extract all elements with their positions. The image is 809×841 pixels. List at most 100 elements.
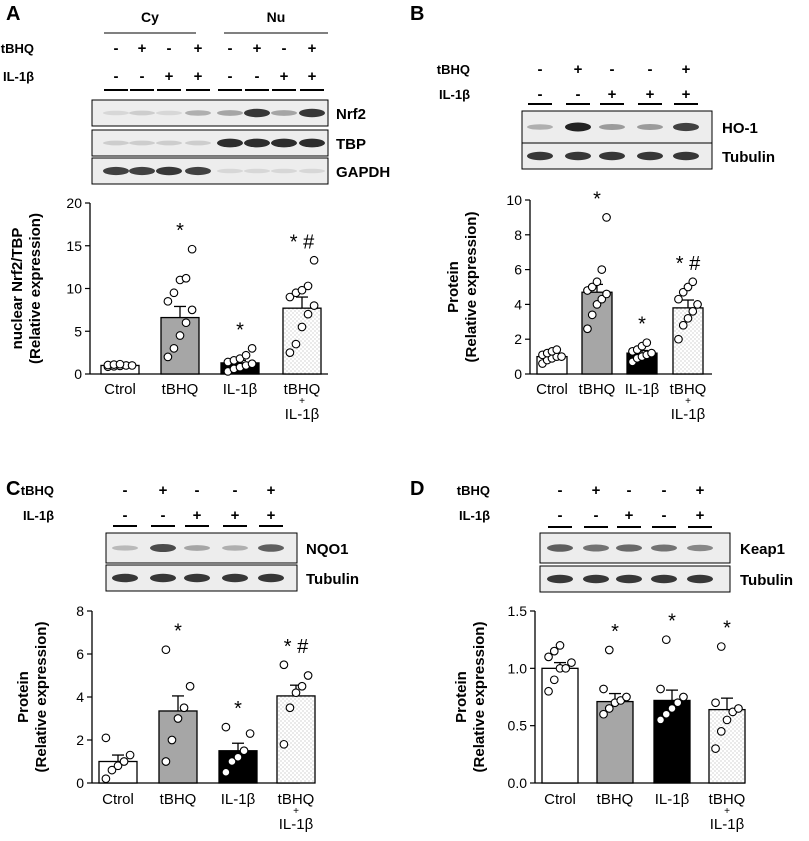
blot-band (217, 138, 243, 148)
data-point (241, 350, 251, 360)
blot-band (583, 544, 609, 552)
x-tick-label: tBHQ (670, 381, 707, 398)
treatment-sign: - (195, 482, 200, 499)
blot-band (673, 151, 699, 161)
data-point (127, 361, 137, 370)
treatment-label: tBHQ (437, 62, 470, 77)
data-point (661, 709, 671, 719)
data-point (227, 757, 237, 766)
treatment-sign: + (194, 68, 203, 85)
x-tick-label: Ctrol (536, 381, 568, 398)
bar (160, 316, 200, 375)
data-point (597, 294, 607, 304)
data-point (602, 289, 611, 299)
y-tick-label: 20 (66, 195, 82, 211)
data-point (604, 645, 614, 655)
treatment-sign: - (228, 40, 233, 57)
bar (158, 710, 198, 784)
data-point (169, 288, 179, 298)
data-point (279, 739, 289, 749)
data-point (291, 339, 301, 349)
blot-tubulin (521, 142, 713, 170)
blot-band (222, 573, 248, 583)
treatment-sign: + (608, 86, 617, 103)
data-point (309, 255, 319, 265)
y-tick-label: 10 (66, 281, 82, 297)
y-tick-label: 8 (514, 227, 522, 243)
x-tick-label: tBHQ (709, 791, 746, 808)
bar-chart: 0 2 4 6 8 10 Protein(Relative expression) Ctrol… (445, 188, 712, 423)
data-point (113, 761, 123, 771)
treatment-sign: + (308, 40, 317, 57)
treatment-sign: - (648, 61, 653, 78)
data-point (161, 757, 171, 766)
y-tick-label: 4 (76, 689, 84, 705)
data-point (163, 352, 173, 362)
blot-band (616, 544, 642, 552)
significance-marker: * # (290, 231, 315, 253)
y-tick-label: 10 (506, 192, 522, 208)
blot-label: Nrf2 (336, 106, 366, 123)
treatment-sign: - (610, 61, 615, 78)
blot-ho-1 (521, 110, 713, 144)
blot-band (527, 124, 553, 130)
y-tick-label: 0 (76, 775, 84, 791)
blot-band (651, 544, 677, 552)
treatment-sign: + (165, 68, 174, 85)
blot-band (565, 151, 591, 161)
blot-band (156, 110, 182, 116)
data-point (722, 715, 732, 725)
treatment-sign: + (625, 507, 634, 524)
data-point (233, 752, 243, 762)
treatment-sign: - (662, 482, 667, 499)
data-point (239, 746, 249, 756)
blot-band (583, 574, 609, 584)
blot-band (244, 138, 270, 148)
data-point (592, 277, 602, 287)
significance-marker: * (174, 621, 182, 643)
blot-label: Tubulin (740, 572, 793, 589)
data-point (734, 704, 743, 713)
data-point (181, 318, 191, 328)
data-point (303, 281, 313, 291)
y-axis-label-line: (Relative expression) (33, 622, 50, 773)
data-point (656, 715, 665, 725)
treatment-sign: - (123, 482, 128, 499)
y-axis-label-line: (Relative expression) (27, 213, 44, 364)
data-point (592, 300, 602, 309)
treatment-sign: + (696, 482, 705, 499)
blot-band (184, 545, 210, 551)
treatment-sign: + (682, 61, 691, 78)
treatment-sign: + (159, 482, 168, 499)
x-tick-label: IL-1β (221, 791, 256, 808)
treatment-sign: - (627, 482, 632, 499)
blot-band (103, 110, 129, 116)
x-tick-label: tBHQ (597, 791, 634, 808)
x-tick-label-plus: + (724, 806, 730, 817)
treatment-sign: - (538, 86, 543, 103)
treatment-sign: + (592, 482, 601, 499)
significance-marker: * (236, 319, 244, 341)
blot-band (112, 545, 138, 551)
data-point (285, 348, 295, 357)
data-point (552, 345, 562, 354)
data-point (247, 344, 257, 353)
blot-band (673, 122, 699, 132)
blot-band (185, 166, 211, 176)
treatment-sign: - (594, 507, 599, 524)
treatment-sign: + (267, 507, 276, 524)
data-point (693, 300, 702, 309)
blot-band (299, 108, 325, 118)
treatment-label: IL-1β (459, 508, 490, 523)
treatment-sign: + (138, 40, 147, 57)
y-tick-label: 0 (514, 366, 522, 382)
blot-band (222, 545, 248, 551)
significance-marker: * (593, 188, 601, 210)
treatment-sign: + (280, 68, 289, 85)
blot-band (271, 110, 297, 116)
significance-marker: * (176, 220, 184, 242)
data-point (173, 714, 183, 723)
data-point (688, 307, 698, 316)
treatment-sign: - (233, 482, 238, 499)
